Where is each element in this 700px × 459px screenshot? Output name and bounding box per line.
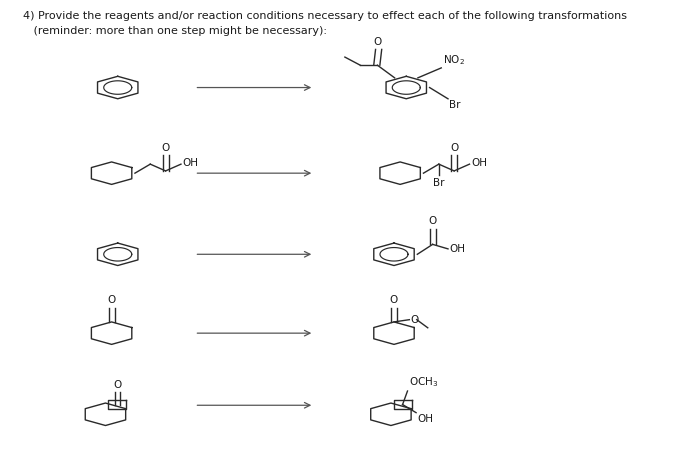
- Text: O: O: [113, 380, 121, 390]
- Text: O: O: [390, 295, 398, 305]
- Text: (reminder: more than one step might be necessary):: (reminder: more than one step might be n…: [22, 26, 327, 36]
- Text: Br: Br: [449, 100, 461, 110]
- Text: OH: OH: [450, 244, 466, 254]
- Text: OCH$_3$: OCH$_3$: [409, 375, 438, 389]
- Text: OH: OH: [417, 414, 433, 425]
- Text: O: O: [450, 143, 459, 153]
- Text: O: O: [373, 37, 382, 47]
- Text: OH: OH: [471, 158, 487, 168]
- Text: Br: Br: [433, 178, 444, 188]
- Text: O: O: [428, 216, 437, 226]
- Text: 4) Provide the reagents and/or reaction conditions necessary to effect each of t: 4) Provide the reagents and/or reaction …: [22, 11, 626, 21]
- Text: O: O: [108, 295, 116, 305]
- Text: OH: OH: [183, 158, 199, 168]
- Text: O: O: [411, 315, 419, 325]
- Text: NO$_2$: NO$_2$: [443, 53, 465, 67]
- Text: O: O: [162, 143, 169, 153]
